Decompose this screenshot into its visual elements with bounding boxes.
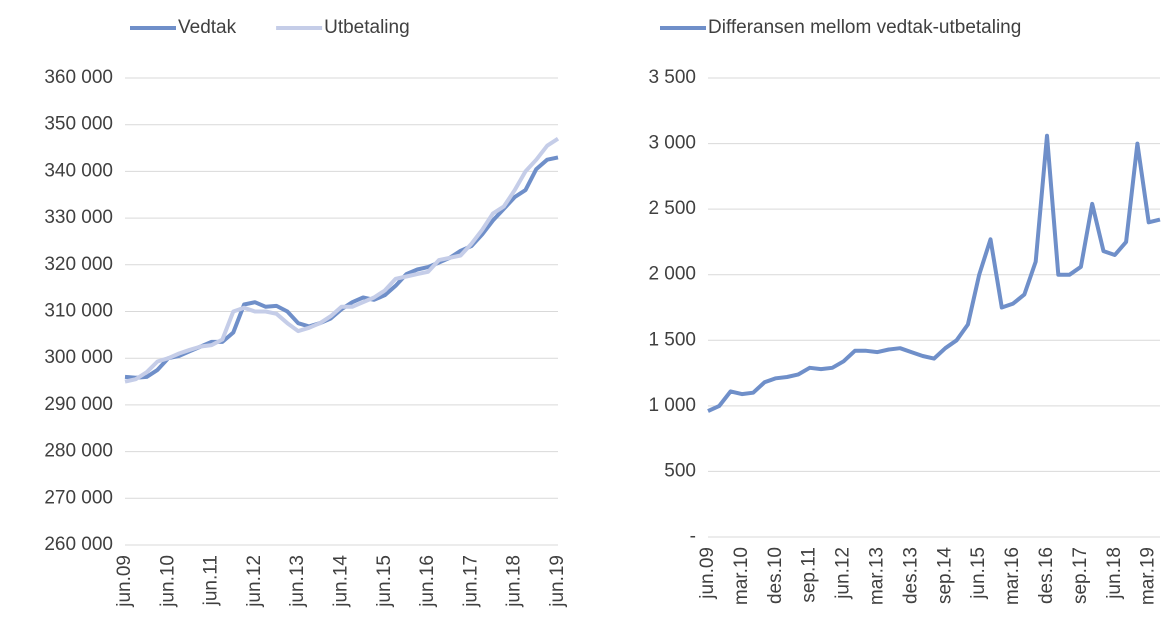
x-tick-label: sep.17 <box>1070 547 1091 604</box>
x-tick-label: jun.09 <box>697 547 718 600</box>
data-line <box>124 137 560 384</box>
y-tick-label: 360 000 <box>44 67 113 88</box>
y-tick-label: 1 500 <box>648 329 696 350</box>
x-tick-label: jun.12 <box>833 547 854 600</box>
x-tick-label: jun.18 <box>1104 547 1125 600</box>
x-tick-label: jun.09 <box>114 555 135 608</box>
y-tick-label: 300 000 <box>44 347 113 368</box>
x-tick-label: mar.10 <box>731 547 752 605</box>
y-tick-label: 280 000 <box>44 441 113 462</box>
x-tick-label: sep.14 <box>934 547 955 604</box>
y-tick-label: 260 000 <box>44 534 113 555</box>
x-tick-label: jun.10 <box>157 555 178 608</box>
y-tick-label: 350 000 <box>44 114 113 135</box>
data-line <box>124 155 559 380</box>
x-tick-label: jun.15 <box>374 555 395 608</box>
x-tick-label: des.16 <box>1036 547 1057 604</box>
y-tick-label: 340 000 <box>44 160 113 181</box>
y-tick-label: 1 000 <box>648 395 696 416</box>
x-tick-label: jun.19 <box>547 555 568 608</box>
x-tick-label: mar.19 <box>1138 547 1159 605</box>
y-tick-label: 3 500 <box>648 67 696 88</box>
x-tick-label: des.13 <box>900 547 921 604</box>
x-tick-label: jun.14 <box>331 555 352 608</box>
x-tick-label: jun.17 <box>460 555 481 608</box>
y-tick-label: 290 000 <box>44 394 113 415</box>
x-tick-label: jun.12 <box>244 555 265 608</box>
y-tick-label: - <box>690 526 696 547</box>
x-tick-label: jun.13 <box>287 555 308 608</box>
y-tick-label: 310 000 <box>44 301 113 322</box>
legend-label: Utbetaling <box>324 17 410 38</box>
y-tick-label: 330 000 <box>44 207 113 228</box>
y-tick-label: 2 000 <box>648 264 696 285</box>
x-tick-label: jun.11 <box>201 555 222 606</box>
x-tick-label: mar.16 <box>1002 547 1023 605</box>
y-tick-label: 3 000 <box>648 133 696 154</box>
legend-label: Vedtak <box>178 17 237 38</box>
x-tick-label: jun.18 <box>504 555 525 608</box>
y-tick-label: 500 <box>664 460 696 481</box>
x-tick-label: jun.16 <box>417 555 438 608</box>
y-tick-label: 270 000 <box>44 487 113 508</box>
legend-label: Differansen mellom vedtak-utbetaling <box>708 17 1021 38</box>
y-tick-label: 320 000 <box>44 254 113 275</box>
x-tick-label: mar.13 <box>867 547 888 605</box>
x-tick-label: jun.15 <box>968 547 989 600</box>
data-line <box>707 133 1161 413</box>
y-tick-label: 2 500 <box>648 198 696 219</box>
x-tick-label: sep.11 <box>799 547 820 603</box>
x-tick-label: des.10 <box>765 547 786 604</box>
